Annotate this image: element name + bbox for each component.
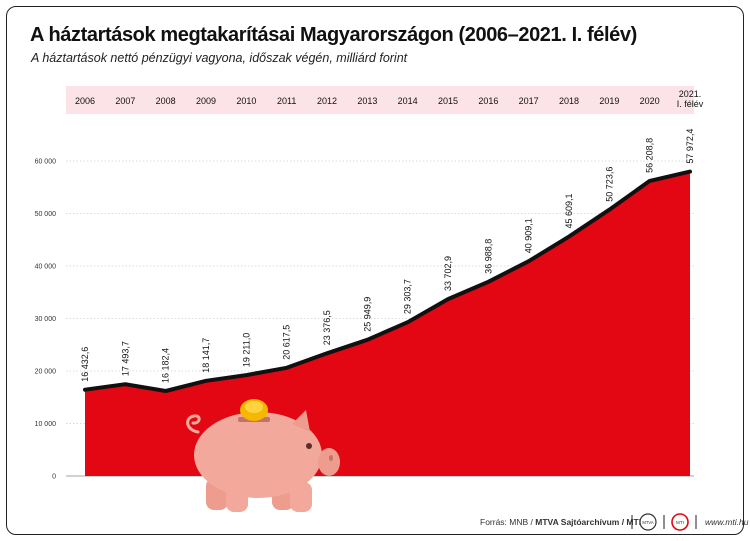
x-tick-label: 2011	[277, 96, 296, 106]
x-tick-label: 2020	[640, 96, 660, 106]
x-tick-label: 2013	[357, 96, 377, 106]
data-label: 45 609,1	[564, 194, 574, 229]
x-tick-label: 2019	[599, 96, 619, 106]
y-tick-label: 40 000	[35, 264, 57, 271]
x-tick-label: 2016	[478, 96, 498, 106]
x-tick-label: 2021. I. félév	[677, 89, 704, 109]
savings-line	[83, 169, 692, 393]
data-label: 17 493,7	[120, 341, 130, 376]
mti-logo-icon	[671, 513, 689, 531]
data-label: 25 949,9	[362, 297, 372, 332]
y-tick-label: 20 000	[35, 369, 57, 376]
data-label: 56 208,8	[645, 138, 655, 173]
data-label: 18 141,7	[201, 338, 211, 373]
pig-ear	[292, 410, 310, 432]
data-label: 33 702,9	[443, 256, 453, 291]
mti-logo-text: MTI	[676, 520, 684, 525]
data-label: 16 432,6	[80, 347, 90, 382]
pig-eye	[306, 443, 312, 449]
x-tick-label: 2017	[519, 96, 539, 106]
piggy-shadow	[138, 493, 378, 517]
data-label: 20 617,5	[282, 325, 292, 360]
x-tick-label: 2018	[559, 96, 579, 106]
year-header-band	[66, 86, 694, 114]
data-label: 23 376,5	[322, 310, 332, 345]
pig-tail	[186, 414, 201, 434]
y-tick-label: 10 000	[35, 421, 57, 428]
source-footer: Forrás: MNB / MTVA Sajtóarchívum / MTI	[480, 517, 641, 527]
source-bold: MTVA Sajtóarchívum / MTI	[535, 517, 642, 527]
data-label: 36 988,8	[483, 239, 493, 274]
y-tick-label: 0	[52, 474, 56, 481]
data-label: 29 303,7	[403, 279, 413, 314]
x-tick-label: 2014	[398, 96, 418, 106]
y-axis-ticks: 0 10 000 20 000 30 000 40 000 50 000 60 000	[35, 159, 57, 481]
x-axis-year-labels: 2006 2007 2008 2009 2010 2011 2012 2013 2014 2015…	[75, 89, 704, 109]
website-link[interactable]: www.mti.hu	[705, 517, 749, 527]
x-tick-label: 2010	[236, 96, 256, 106]
pig-nostril	[329, 455, 333, 461]
x-tick-label: 2012	[317, 96, 337, 106]
y-tick-label: 30 000	[35, 316, 57, 323]
y-tick-label: 50 000	[35, 211, 57, 218]
savings-area	[85, 171, 690, 476]
data-label: 57 972,4	[685, 129, 695, 164]
mtva-logo-icon	[639, 513, 657, 531]
piggy-bank-illustration	[138, 399, 378, 517]
data-label: 50 723,6	[604, 167, 614, 202]
data-label: 16 182,4	[161, 348, 171, 383]
x-tick-label: 2009	[196, 96, 216, 106]
chart-title: A háztartások megtakarításai Magyarorszá…	[30, 24, 637, 46]
x-tick-label: 2007	[115, 96, 135, 106]
chart-subtitle: A háztartások nettó pénzügyi vagyona, id…	[31, 51, 408, 65]
x-tick-label: 2015	[438, 96, 458, 106]
pig-body	[194, 412, 322, 498]
footer-logos: MTVA MTI	[631, 513, 697, 531]
data-label: 19 211,0	[241, 333, 251, 367]
data-value-labels: 16 432,6 17 493,7 16 182,4 18 141,7 19 211,0…	[80, 129, 695, 383]
source-label: Forrás: MNB /	[480, 517, 533, 527]
y-tick-label: 60 000	[35, 159, 57, 166]
x-tick-label: 2008	[156, 96, 176, 106]
coin-highlight	[245, 401, 263, 413]
mtva-logo-text: MTVA	[642, 520, 654, 525]
data-label: 40 909,1	[524, 218, 534, 253]
x-tick-label: 2006	[75, 96, 95, 106]
pig-snout	[318, 448, 340, 476]
